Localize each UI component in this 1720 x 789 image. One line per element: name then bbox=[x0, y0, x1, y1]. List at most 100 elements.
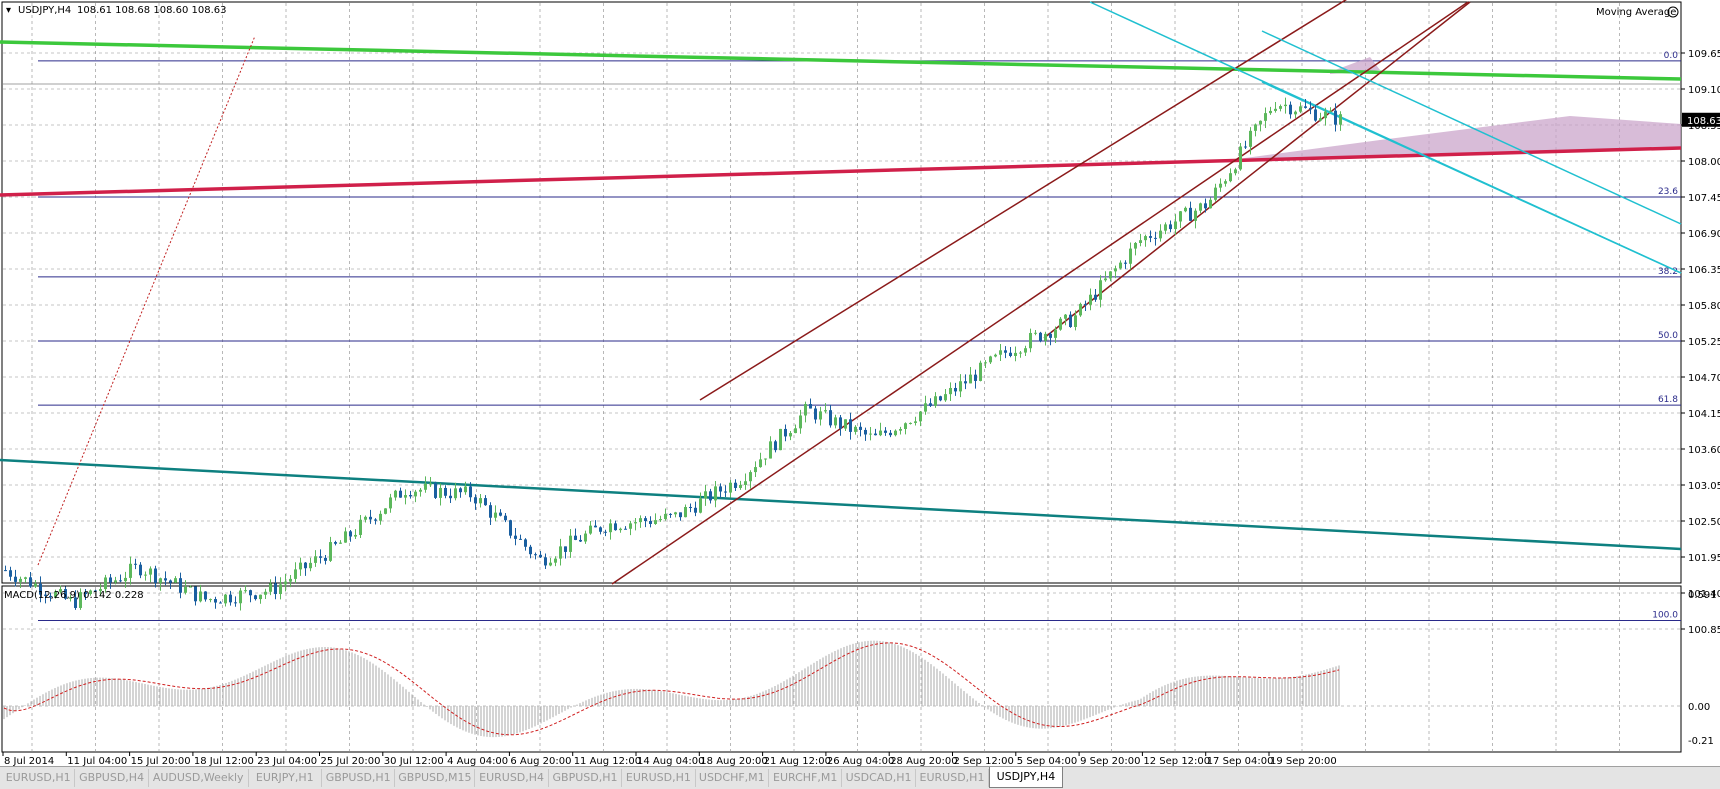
chart-tab[interactable]: AUDUSD,Weekly bbox=[149, 769, 249, 787]
candle-body bbox=[889, 432, 892, 436]
candle-body bbox=[849, 419, 852, 432]
chart-tab[interactable]: GBPUSD,M15 bbox=[395, 769, 476, 787]
candle-body bbox=[134, 563, 137, 565]
chart-tab[interactable]: USDCHF,M1 bbox=[696, 769, 769, 787]
time-tick-label: 30 Jul 12:00 bbox=[384, 756, 444, 766]
candle-body bbox=[509, 520, 512, 536]
time-tick-label: 12 Sep 12:00 bbox=[1143, 756, 1210, 766]
candle-body bbox=[349, 531, 352, 537]
price-tick-label: 101.40 bbox=[1688, 589, 1720, 600]
candle-body bbox=[1164, 224, 1167, 231]
chart-tab[interactable]: GBPUSD,H4 bbox=[75, 769, 149, 787]
candle-body bbox=[1099, 280, 1102, 300]
candle-body bbox=[1039, 332, 1042, 341]
candle-body bbox=[1324, 111, 1327, 119]
cloud-shape-1 bbox=[1230, 116, 1681, 160]
candle-body bbox=[1194, 210, 1197, 221]
chart-tab[interactable]: EURUSD,H1 bbox=[916, 769, 990, 787]
candle-body bbox=[104, 577, 107, 590]
chart-tab[interactable]: GBPUSD,H1 bbox=[549, 769, 623, 787]
candle-body bbox=[64, 589, 67, 599]
candle-body bbox=[1244, 146, 1247, 148]
candle-body bbox=[904, 423, 907, 429]
chart-tab[interactable]: EURUSD,H1 bbox=[622, 769, 696, 787]
dotted-trend-line bbox=[37, 35, 256, 566]
candle-body bbox=[464, 486, 467, 493]
candle-body bbox=[219, 602, 222, 604]
candle-body bbox=[1169, 224, 1172, 230]
chart-tab[interactable]: EURJPY,H1 bbox=[249, 769, 322, 787]
time-tick-label: 11 Jul 04:00 bbox=[67, 756, 127, 766]
price-chart[interactable]: 0.0 23.6 38.2 50.0 61.8 100.0 109.65 109.10 108… bbox=[0, 0, 1720, 766]
candle-body bbox=[154, 568, 157, 583]
candle-body bbox=[749, 472, 752, 482]
chart-tab[interactable]: GBPUSD,H1 bbox=[322, 769, 396, 787]
candle-body bbox=[24, 577, 27, 579]
candlesticks bbox=[4, 97, 1342, 611]
candle-body bbox=[1129, 248, 1132, 264]
candle-body bbox=[204, 591, 207, 600]
candle-body bbox=[709, 491, 712, 501]
candle-body bbox=[264, 591, 267, 595]
candle-body bbox=[1254, 124, 1257, 131]
fib-level-label: 61.8 bbox=[1658, 395, 1678, 405]
candle-body bbox=[604, 531, 607, 533]
macd-plot-frame bbox=[1, 585, 1682, 753]
cyan-channel-lower bbox=[1261, 81, 1682, 274]
candle-body bbox=[1249, 130, 1252, 147]
candle-body bbox=[549, 562, 552, 566]
candle-body bbox=[1069, 314, 1072, 328]
indicator-settings-icon[interactable] bbox=[1667, 6, 1679, 18]
candle-body bbox=[1034, 332, 1037, 334]
candle-body bbox=[419, 489, 422, 492]
candle-body bbox=[599, 527, 602, 532]
macd-label: MACD(12,26,9) 0.142 0.228 bbox=[4, 590, 144, 601]
candle-body bbox=[654, 520, 657, 524]
candle-body bbox=[859, 426, 862, 430]
moving-average-red bbox=[0, 146, 1682, 197]
candle-body bbox=[544, 557, 547, 566]
candle-body bbox=[414, 491, 417, 497]
ohlc-text: 108.61 108.68 108.60 108.63 bbox=[77, 5, 227, 16]
candle-body bbox=[1274, 108, 1277, 111]
candle-body bbox=[594, 525, 597, 528]
chart-tab[interactable]: USDJPY,H4 bbox=[989, 767, 1063, 788]
collapse-triangle-icon[interactable]: ▾ bbox=[6, 5, 11, 16]
time-tick-label: 4 Aug 04:00 bbox=[447, 756, 508, 766]
candle-body bbox=[1259, 120, 1262, 125]
candle-body bbox=[279, 584, 282, 595]
candle-body bbox=[959, 381, 962, 392]
candle-body bbox=[554, 558, 557, 563]
candle-body bbox=[199, 591, 202, 602]
candle-body bbox=[179, 578, 182, 593]
chart-tab[interactable]: USDCAD,H1 bbox=[842, 769, 916, 787]
chart-tab[interactable]: EURCHF,M1 bbox=[769, 769, 843, 787]
chart-tab[interactable]: EURUSD,H4 bbox=[475, 769, 549, 787]
channel-middle bbox=[611, 1, 1469, 585]
candle-body bbox=[309, 562, 312, 569]
candle-body bbox=[484, 498, 487, 506]
candle-body bbox=[9, 570, 12, 577]
time-tick-label: 26 Aug 04:00 bbox=[827, 756, 894, 766]
fib-level-label: 50.0 bbox=[1658, 331, 1678, 341]
candle-body bbox=[1264, 113, 1267, 121]
candle-body bbox=[69, 597, 72, 599]
chart-tab[interactable]: EURUSD,H1 bbox=[2, 769, 76, 787]
candle-body bbox=[739, 484, 742, 488]
candle-body bbox=[689, 506, 692, 508]
candle-body bbox=[494, 512, 497, 518]
candle-body bbox=[1054, 329, 1057, 338]
candle-body bbox=[424, 483, 427, 490]
candle-body bbox=[184, 586, 187, 593]
fib-level-label: 100.0 bbox=[1652, 610, 1678, 620]
chart-window[interactable]: 0.0 23.6 38.2 50.0 61.8 100.0 109.65 109.10 108… bbox=[0, 0, 1720, 766]
price-tick-label: 109.10 bbox=[1688, 85, 1720, 96]
cyan-channel-mid bbox=[1261, 30, 1682, 225]
candle-body bbox=[869, 433, 872, 435]
candle-body bbox=[649, 521, 652, 524]
candle-body bbox=[979, 362, 982, 381]
time-tick-label: 17 Sep 04:00 bbox=[1207, 756, 1274, 766]
candle-body bbox=[1334, 110, 1337, 125]
candle-body bbox=[1004, 350, 1007, 353]
candle-body bbox=[434, 483, 437, 498]
